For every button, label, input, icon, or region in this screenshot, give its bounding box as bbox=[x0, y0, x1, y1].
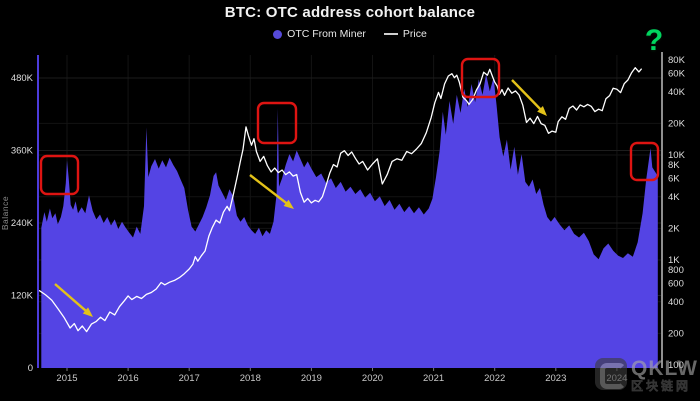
right-axis-tick-label: 4K bbox=[668, 192, 680, 203]
left-axis-tick-label: 0 bbox=[28, 363, 33, 374]
legend-item-otc-from-miner[interactable]: OTC From Miner bbox=[273, 28, 366, 40]
left-axis-tick-label: 360K bbox=[11, 146, 34, 157]
yellow-arrow-head bbox=[283, 199, 294, 209]
x-axis-tick-label: 2018 bbox=[240, 373, 261, 384]
yellow-arrow-head bbox=[537, 106, 547, 116]
x-axis-tick-label: 2017 bbox=[179, 373, 200, 384]
left-axis-title: Balance bbox=[0, 196, 10, 230]
yellow-arrow-head bbox=[82, 307, 93, 317]
price-line-series bbox=[38, 67, 642, 333]
watermark: QKLW 区块链网 bbox=[595, 358, 698, 392]
watermark-brand: QKLW bbox=[631, 357, 698, 380]
yellow-arrow-shaft bbox=[249, 174, 290, 206]
watermark-text: QKLW 区块链网 bbox=[631, 358, 698, 392]
x-axis-tick-label: 2020 bbox=[362, 373, 383, 384]
right-axis-tick-label: 2K bbox=[668, 223, 680, 234]
red-highlight-box bbox=[39, 154, 80, 196]
right-axis-tick-label: 200 bbox=[668, 328, 684, 339]
legend-label-otc: OTC From Miner bbox=[287, 28, 366, 40]
legend-label-price: Price bbox=[402, 28, 427, 40]
left-axis-tick-label: 480K bbox=[11, 73, 34, 84]
red-highlight-box bbox=[629, 141, 660, 182]
legend-line-icon bbox=[383, 33, 398, 35]
legend-item-price[interactable]: Price bbox=[383, 28, 427, 40]
qklw-logo-ring bbox=[600, 363, 626, 389]
x-axis-tick-label: 2022 bbox=[484, 373, 505, 384]
yellow-arrow-shaft bbox=[54, 283, 89, 314]
qklw-logo-icon bbox=[595, 358, 627, 390]
x-axis-tick-label: 2023 bbox=[545, 373, 566, 384]
chart-title: BTC: OTC address cohort balance bbox=[224, 4, 476, 21]
left-axis-tick-label: 240K bbox=[11, 218, 34, 229]
balance-area-series bbox=[41, 74, 658, 369]
right-axis-tick-label: 60K bbox=[668, 68, 686, 79]
right-axis-tick-label: 80K bbox=[668, 55, 686, 66]
watermark-subtitle: 区块链网 bbox=[631, 379, 692, 393]
x-axis-tick-label: 2016 bbox=[118, 373, 139, 384]
right-axis-tick-label: 400 bbox=[668, 297, 684, 308]
right-axis-tick-label: 1K bbox=[668, 255, 680, 266]
right-axis-tick-label: 6K bbox=[668, 173, 680, 184]
x-axis-tick-label: 2019 bbox=[301, 373, 322, 384]
right-axis-tick-label: 10K bbox=[668, 150, 686, 161]
legend: OTC From Miner Price bbox=[0, 28, 700, 40]
help-icon[interactable]: ? bbox=[644, 24, 664, 57]
red-highlight-box bbox=[460, 57, 501, 99]
x-axis-tick-label: 2015 bbox=[56, 373, 77, 384]
right-axis-tick-label: 100 bbox=[668, 360, 684, 371]
right-axis-tick-label: 800 bbox=[668, 265, 684, 276]
x-axis-tick-label: 2021 bbox=[423, 373, 444, 384]
right-axis-tick-label: 20K bbox=[668, 118, 686, 129]
red-highlight-box bbox=[256, 101, 298, 145]
right-axis-tick-label: 8K bbox=[668, 160, 680, 171]
left-axis-tick-label: 120K bbox=[11, 291, 34, 302]
yellow-arrow-shaft bbox=[511, 79, 543, 112]
right-axis-tick-label: 600 bbox=[668, 278, 684, 289]
legend-dot-icon bbox=[273, 29, 283, 39]
right-axis-tick-label: 40K bbox=[668, 87, 686, 98]
